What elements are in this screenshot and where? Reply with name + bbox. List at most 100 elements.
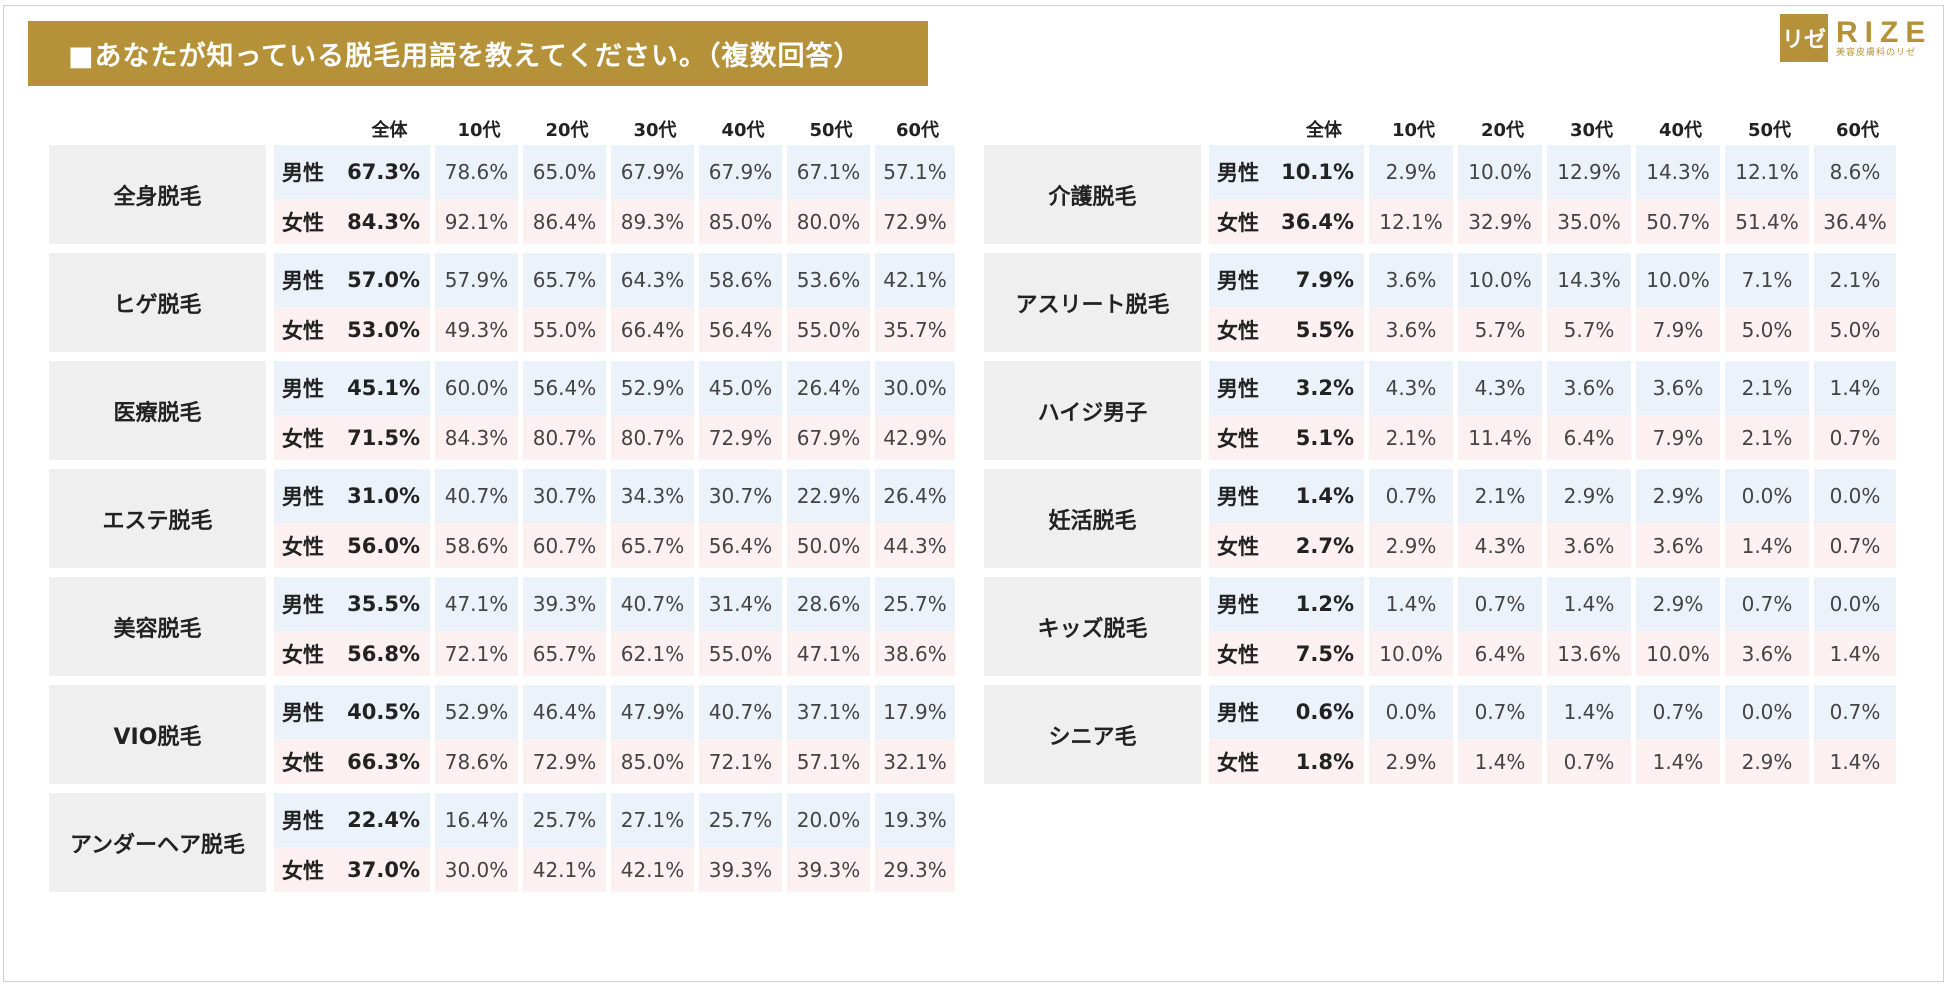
sex-label-female: 女性 <box>1209 631 1279 685</box>
age-value-female: 35.7% <box>875 307 960 361</box>
table-row-female: 女性 1.8% 2.9% 1.4% 0.7% 1.4% 2.9% 1.4% <box>984 739 1901 793</box>
total-value-male: 7.9% <box>1279 253 1369 307</box>
age-value-male: 1.4% <box>1547 577 1636 631</box>
table-row-male: 介護脱毛 男性 10.1% 2.9% 10.0% 12.9% 14.3% 12.1% 8.6% <box>984 145 1901 253</box>
row-gap <box>1201 145 1209 253</box>
sex-label-male: 男性 <box>1209 577 1279 631</box>
sex-label-female: 女性 <box>274 739 344 793</box>
table-row-female: 女性 5.1% 2.1% 11.4% 6.4% 7.9% 2.1% 0.7% <box>984 415 1901 469</box>
age-value-male: 1.4% <box>1814 361 1901 415</box>
age-value-male: 4.3% <box>1458 361 1547 415</box>
table-row-female: 女性 53.0% 49.3% 55.0% 66.4% 56.4% 55.0% 35.7% <box>49 307 960 361</box>
age-value-male: 30.7% <box>523 469 611 523</box>
age-value-male: 2.9% <box>1636 469 1725 523</box>
total-value-female: 56.8% <box>344 631 435 685</box>
sex-label-male: 男性 <box>1209 361 1279 415</box>
total-value-male: 22.4% <box>344 793 435 847</box>
row-gap <box>266 361 274 469</box>
age-value-male: 65.7% <box>523 253 611 307</box>
age-value-male: 10.0% <box>1458 145 1547 199</box>
age-value-female: 39.3% <box>787 847 875 901</box>
age-value-female: 92.1% <box>435 199 523 253</box>
total-value-male: 1.4% <box>1279 469 1369 523</box>
age-value-male: 26.4% <box>787 361 875 415</box>
age-value-female: 72.9% <box>875 199 960 253</box>
term-label: ハイジ男子 <box>984 361 1201 469</box>
age-value-male: 37.1% <box>787 685 875 739</box>
logo-subtitle: 美容皮膚科のリゼ <box>1836 47 1917 58</box>
age-value-female: 50.0% <box>787 523 875 577</box>
table-row-female: 女性 36.4% 12.1% 32.9% 35.0% 50.7% 51.4% 36.4% <box>984 199 1901 253</box>
age-value-male: 1.4% <box>1547 685 1636 739</box>
age-value-male: 27.1% <box>611 793 699 847</box>
age-value-male: 0.7% <box>1636 685 1725 739</box>
age-value-female: 38.6% <box>875 631 960 685</box>
age-value-male: 67.9% <box>699 145 787 199</box>
age-value-female: 7.9% <box>1636 415 1725 469</box>
age-value-female: 1.4% <box>1814 739 1901 793</box>
age-value-female: 0.7% <box>1547 739 1636 793</box>
header-20s: 20代 <box>1480 119 1525 141</box>
total-value-male: 3.2% <box>1279 361 1369 415</box>
age-value-female: 51.4% <box>1725 199 1814 253</box>
age-value-male: 28.6% <box>787 577 875 631</box>
row-gap <box>266 253 274 361</box>
row-gap <box>1201 577 1209 685</box>
age-value-male: 0.0% <box>1814 577 1901 631</box>
header-10s: 10代 <box>457 119 501 141</box>
sex-label-male: 男性 <box>274 793 344 847</box>
total-value-female: 5.1% <box>1279 415 1369 469</box>
age-value-male: 12.9% <box>1547 145 1636 199</box>
total-value-female: 53.0% <box>344 307 435 361</box>
table-row-male: アンダーヘア脱毛 男性 22.4% 16.4% 25.7% 27.1% 25.7% 20.0%… <box>49 793 960 901</box>
age-value-male: 67.9% <box>611 145 699 199</box>
table-row-male: シニア毛 男性 0.6% 0.0% 0.7% 1.4% 0.7% 0.0% 0.7% <box>984 685 1901 793</box>
table-row-female: 女性 56.8% 72.1% 65.7% 62.1% 55.0% 47.1% 38.6% <box>49 631 960 685</box>
term-label: アスリート脱毛 <box>984 253 1201 361</box>
sex-label-female: 女性 <box>1209 739 1279 793</box>
age-value-male: 67.1% <box>787 145 875 199</box>
age-value-male: 2.1% <box>1458 469 1547 523</box>
age-value-male: 46.4% <box>523 685 611 739</box>
term-label: シニア毛 <box>984 685 1201 793</box>
age-value-male: 17.9% <box>875 685 960 739</box>
age-value-female: 72.1% <box>435 631 523 685</box>
row-gap <box>1201 361 1209 469</box>
age-value-female: 72.9% <box>699 415 787 469</box>
term-label: 医療脱毛 <box>49 361 266 469</box>
age-value-male: 47.9% <box>611 685 699 739</box>
age-value-male: 53.6% <box>787 253 875 307</box>
age-value-female: 0.7% <box>1814 523 1901 577</box>
age-value-female: 72.9% <box>523 739 611 793</box>
age-value-male: 10.0% <box>1458 253 1547 307</box>
term-label: エステ脱毛 <box>49 469 266 577</box>
age-value-female: 13.6% <box>1547 631 1636 685</box>
age-value-male: 0.7% <box>1369 469 1458 523</box>
slide-frame <box>3 5 1944 982</box>
age-value-male: 0.7% <box>1725 577 1814 631</box>
table-row-male: 全身脱毛 男性 67.3% 78.6% 65.0% 67.9% 67.9% 67.1% 57.1… <box>49 145 960 253</box>
age-value-female: 0.7% <box>1814 415 1901 469</box>
age-value-female: 49.3% <box>435 307 523 361</box>
sex-label-female: 女性 <box>274 847 344 901</box>
sex-label-male: 男性 <box>274 685 344 739</box>
age-value-male: 0.7% <box>1814 685 1901 739</box>
term-label: キッズ脱毛 <box>984 577 1201 685</box>
total-value-male: 0.6% <box>1279 685 1369 739</box>
row-gap <box>1201 469 1209 577</box>
age-value-female: 47.1% <box>787 631 875 685</box>
page-title-text: ■あなたが知っている脱毛用語を教えてください。（複数回答） <box>68 41 862 72</box>
age-value-male: 45.0% <box>699 361 787 415</box>
age-value-female: 12.1% <box>1369 199 1458 253</box>
total-value-female: 37.0% <box>344 847 435 901</box>
sex-label-female: 女性 <box>274 199 344 253</box>
sex-label-female: 女性 <box>274 631 344 685</box>
age-value-female: 3.6% <box>1369 307 1458 361</box>
left-term-table: 全体 10代 20代 30代 40代 50代 60代 全身脱毛 男性 67.3% 78… <box>49 112 960 901</box>
age-value-female: 32.1% <box>875 739 960 793</box>
total-value-male: 10.1% <box>1279 145 1369 199</box>
age-value-female: 36.4% <box>1814 199 1901 253</box>
age-value-female: 11.4% <box>1458 415 1547 469</box>
total-value-male: 35.5% <box>344 577 435 631</box>
age-value-male: 14.3% <box>1547 253 1636 307</box>
